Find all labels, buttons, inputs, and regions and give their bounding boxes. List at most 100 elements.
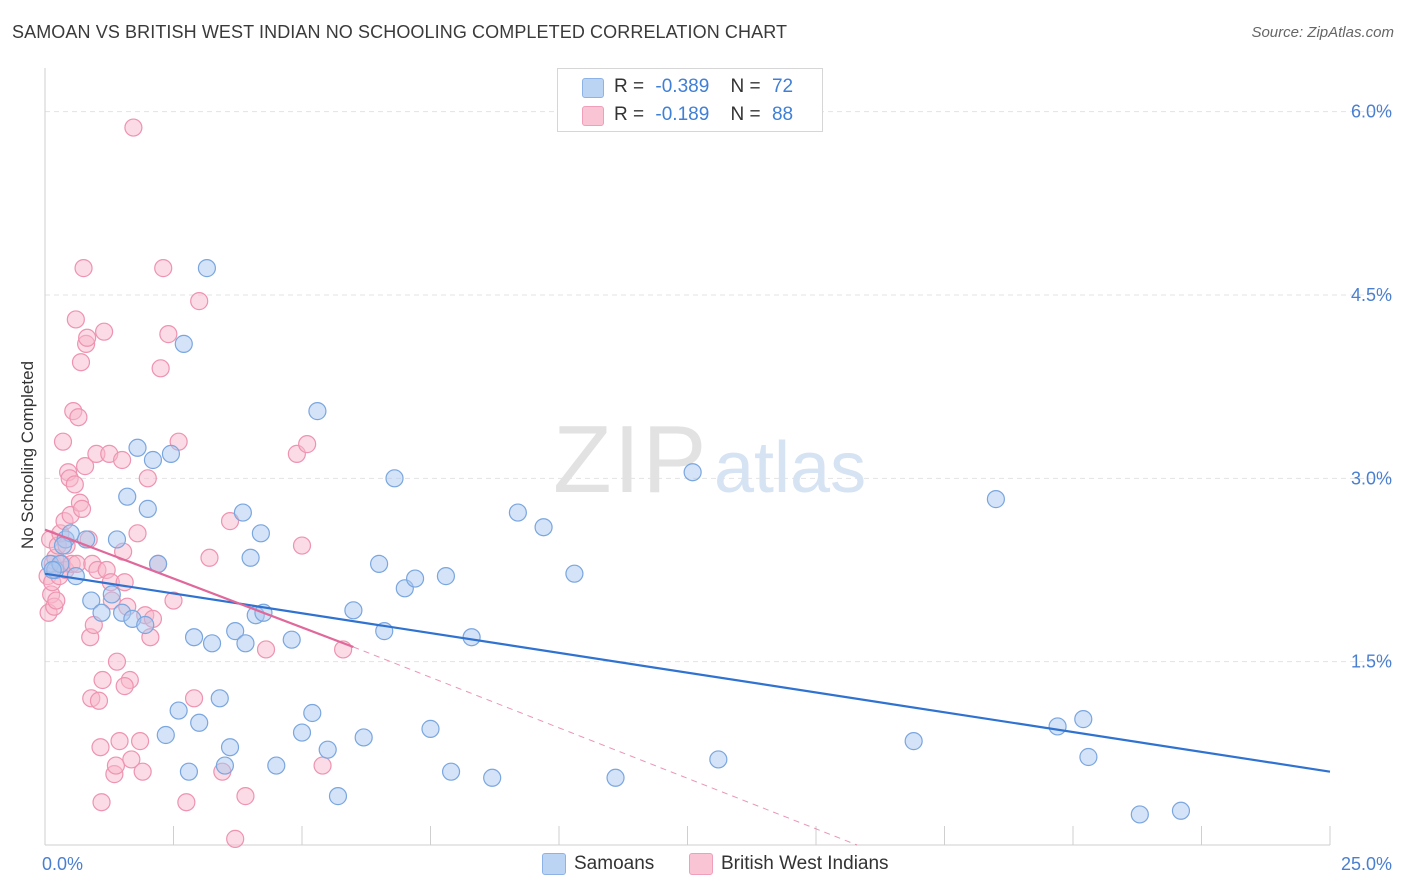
bwi-point-29 [74,259,93,278]
samoans-point-60 [606,768,625,787]
bwi-point-50 [106,756,126,775]
samoans-point-29 [215,756,234,775]
bwi-point-30 [75,457,95,476]
samoans-point-41 [303,703,322,723]
samoans-legend-swatch [542,853,566,875]
samoans-point-42 [308,402,327,421]
bwi-point-55 [115,573,134,592]
bwi-point-44 [95,322,114,341]
samoans-point-49 [385,469,404,488]
bwi-point-74 [184,689,204,708]
bwi-r-value: -0.189 [655,104,710,125]
samoans-point-19 [156,725,175,745]
watermark-atlas: atlas [714,428,866,508]
samoans-point-27 [202,634,222,653]
bwi-point-25 [69,408,88,427]
samoans-point-36 [251,524,270,543]
bwi-legend-label: British West Indians [721,853,889,874]
samoans-point-9 [102,585,121,604]
bwi-point-71 [164,591,183,610]
axis-layer [44,68,1331,846]
samoans-point-30 [220,738,240,757]
bwi-point-41 [91,738,110,757]
chart-title: SAMOAN VS BRITISH WEST INDIAN NO SCHOOLI… [12,22,788,42]
samoans-point-15 [136,615,155,635]
bwi-point-69 [151,359,170,378]
samoans-point-14 [128,438,147,457]
samoans-point-45 [344,601,363,620]
samoans-point-54 [441,762,461,781]
bwi-trend-extension [353,646,858,846]
samoans-point-23 [179,762,199,781]
bwi-point-78 [220,512,240,531]
samoans-point-7 [82,591,101,610]
samoans-point-61 [683,463,702,482]
bwi-point-43 [93,670,112,690]
bwi-point-22 [65,475,84,494]
bwi-point-81 [256,640,276,659]
bwi-legend-swatch [689,853,713,875]
bwi-point-23 [66,310,85,329]
samoans-point-46 [354,728,373,747]
samoans-point-26 [197,259,217,278]
samoans-point-25 [190,713,209,732]
samoans-point-20 [161,444,181,463]
samoans-point-56 [483,768,502,787]
bwi-point-61 [130,732,150,751]
bwi-point-84 [298,435,317,454]
bwi-point-52 [110,732,129,751]
samoans-r-value: -0.389 [655,76,710,97]
x-tick-label-min: 0.0% [42,854,83,874]
samoans-point-10 [107,530,127,549]
samoans-point-22 [174,334,193,353]
samoans-point-53 [436,567,456,586]
grid-layer [45,111,1392,663]
bwi-point-75 [190,292,209,311]
y-tick-label-0: 1.5% [1351,652,1392,672]
bwi-point-51 [107,652,127,671]
trend-layer [44,528,1331,846]
samoans-legend-label: Samoans [574,853,655,874]
samoans-point-44 [328,787,348,806]
samoans-point-5 [66,567,85,586]
samoans-point-24 [184,628,204,647]
samoans-point-38 [267,756,286,775]
samoans-n-label: N = [730,76,761,97]
samoans-point-33 [236,634,255,653]
samoans-point-51 [405,569,425,588]
samoans-point-52 [421,719,440,738]
samoans-point-59 [565,564,584,583]
bwi-swatch [582,106,604,126]
y-axis-label: No Schooling Completed [18,360,37,550]
tick-labels: 1.5% 3.0% 4.5% 6.0% 0.0% 25.0% [42,102,1392,874]
samoans-point-63 [904,732,923,751]
samoans-point-55 [462,628,481,647]
bwi-point-13 [53,432,73,451]
samoans-point-8 [92,603,111,622]
y-tick-label-2: 4.5% [1351,285,1392,305]
samoans-trend-line [44,572,1331,773]
bwi-point-42 [92,793,111,812]
samoans-point-64 [986,490,1006,509]
samoans-point-47 [370,554,389,573]
source-label: Source: ZipAtlas.com [1251,24,1394,41]
bwi-point-28 [72,499,92,518]
bwi-trend-line [44,528,354,649]
bwi-point-73 [177,793,196,812]
samoans-point-40 [292,723,312,742]
correlation-legend: R = -0.389 N = 72 R = -0.189 N = 88 [557,68,823,132]
y-tick-label-1: 3.0% [1351,468,1392,488]
samoans-point-12 [118,487,137,506]
bwi-point-85 [313,756,332,775]
samoans-point-31 [226,622,245,641]
y-tick-label-3: 6.0% [1351,102,1392,122]
bwi-point-27 [71,353,91,372]
watermark-zip: ZIP [553,406,708,513]
bwi-point-76 [200,548,219,567]
samoans-point-21 [169,701,188,720]
samoans-swatch [582,78,604,98]
bwi-point-79 [226,829,245,848]
bwi-r-label: R = [614,104,645,125]
samoans-point-32 [233,503,252,522]
